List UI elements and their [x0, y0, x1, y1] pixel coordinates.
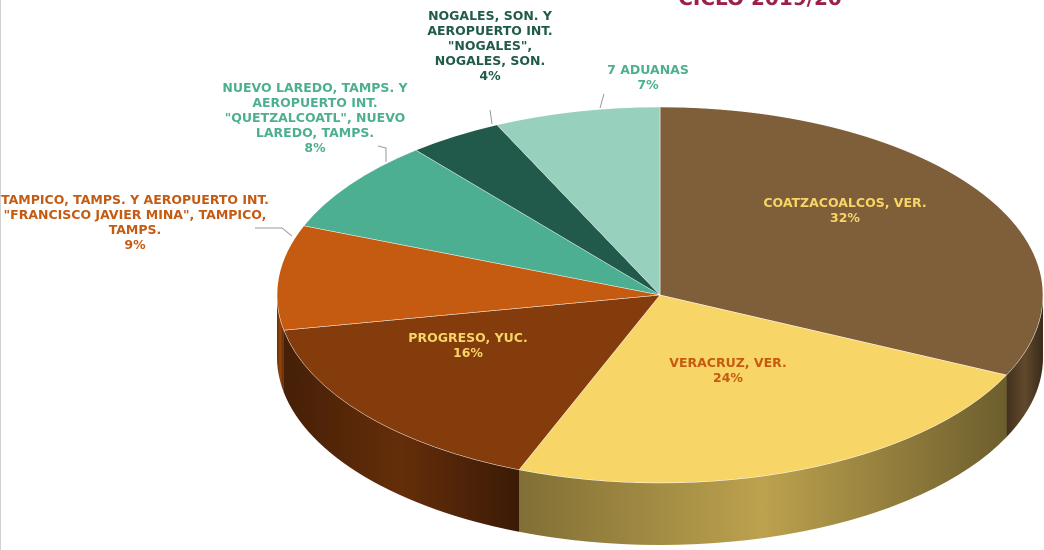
slice — [659, 106, 1044, 376]
category-label: COATZACOALCOS, VER. — [763, 195, 927, 210]
side-shade — [283, 330, 520, 532]
value-label: 8% — [304, 140, 326, 155]
slice — [303, 149, 661, 296]
slice — [496, 106, 661, 296]
leader-line — [255, 227, 293, 237]
value-label: 7% — [637, 77, 659, 92]
side-shade — [277, 295, 284, 393]
value-label: 32% — [830, 210, 860, 225]
side-shade — [519, 375, 1007, 545]
value-label: 4% — [479, 68, 501, 83]
value-label: 16% — [453, 345, 483, 360]
leaders — [255, 93, 605, 237]
data-label: TAMPICO, TAMPS. Y AEROPUERTO INT. "FRANC… — [0, 192, 270, 252]
slice — [276, 225, 661, 331]
data-label: 7 ADUANAS 7% — [573, 62, 723, 92]
data-label: PROGRESO, YUC. 16% — [368, 330, 568, 360]
chart-title: CICLO 2019/20 — [640, 0, 880, 10]
category-label: 7 ADUANAS — [607, 62, 689, 77]
data-label: NOGALES, SON. Y AEROPUERTO INT. "NOGALES… — [415, 8, 565, 83]
value-label: 24% — [713, 370, 743, 385]
category-label: TAMPICO, TAMPS. Y AEROPUERTO INT. "FRANC… — [1, 192, 269, 237]
category-label: PROGRESO, YUC. — [408, 330, 528, 345]
category-label: NOGALES, SON. Y AEROPUERTO INT. "NOGALES… — [427, 8, 553, 68]
data-label: COATZACOALCOS, VER. 32% — [730, 195, 960, 225]
data-label: VERACRUZ, VER. 24% — [628, 355, 828, 385]
frame — [0, 0, 5, 550]
data-label: NUEVO LAREDO, TAMPS. Y AEROPUERTO INT. "… — [210, 80, 420, 155]
category-label: NUEVO LAREDO, TAMPS. Y AEROPUERTO INT. "… — [222, 80, 408, 140]
value-label: 9% — [124, 237, 146, 252]
category-label: VERACRUZ, VER. — [669, 355, 787, 370]
slice — [283, 294, 661, 471]
leader-line — [599, 93, 605, 109]
slice — [518, 294, 1008, 484]
side-shade — [1006, 295, 1043, 438]
leader-line — [377, 145, 387, 162]
leader-line — [489, 109, 493, 125]
